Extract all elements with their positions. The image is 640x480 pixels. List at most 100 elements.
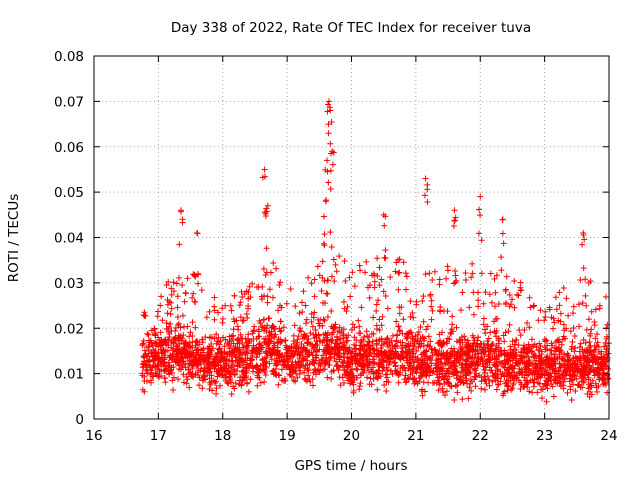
data-point: [343, 345, 350, 352]
data-point: [264, 322, 271, 329]
data-point: [298, 328, 305, 335]
data-point: [311, 276, 318, 283]
data-point: [568, 396, 575, 403]
data-point: [580, 352, 587, 359]
data-point: [475, 289, 482, 296]
data-point: [544, 378, 551, 385]
data-point: [177, 357, 184, 364]
data-point: [574, 369, 581, 376]
data-point: [243, 367, 250, 374]
data-point: [197, 358, 204, 365]
data-point: [419, 297, 426, 304]
data-point: [376, 282, 383, 289]
data-point: [239, 376, 246, 383]
data-point: [531, 376, 538, 383]
data-point: [238, 381, 245, 388]
data-point: [443, 360, 450, 367]
data-point: [270, 260, 277, 267]
data-point: [467, 369, 474, 376]
data-point: [321, 278, 328, 285]
data-point: [178, 208, 185, 215]
data-point: [587, 278, 594, 285]
data-point: [327, 185, 334, 192]
data-point: [496, 358, 503, 365]
data-point: [194, 230, 201, 237]
data-point: [585, 385, 592, 392]
data-point: [319, 339, 326, 346]
data-point: [570, 355, 577, 362]
data-point: [213, 331, 220, 338]
data-point: [501, 338, 508, 345]
data-point: [524, 372, 531, 379]
data-point: [479, 360, 486, 367]
data-point: [324, 313, 331, 320]
data-point: [594, 331, 601, 338]
data-point: [466, 304, 473, 311]
data-point: [256, 367, 263, 374]
data-point: [526, 360, 533, 367]
data-point: [305, 372, 312, 379]
data-point: [586, 368, 593, 375]
data-point: [478, 237, 485, 244]
data-point: [158, 372, 165, 379]
data-point: [569, 376, 576, 383]
data-point: [565, 312, 572, 319]
data-point: [296, 363, 303, 370]
data-point: [237, 314, 244, 321]
data-point: [484, 373, 491, 380]
data-point: [157, 361, 164, 368]
data-point: [324, 157, 331, 164]
data-point: [422, 175, 429, 182]
data-point: [328, 307, 335, 314]
data-point: [159, 317, 166, 324]
data-point: [163, 366, 170, 373]
data-point: [423, 373, 430, 380]
data-point: [192, 324, 199, 331]
data-point: [439, 385, 446, 392]
data-point: [328, 375, 335, 382]
data-point: [444, 368, 451, 375]
data-point: [328, 244, 335, 251]
data-point: [393, 318, 400, 325]
data-point: [491, 275, 498, 282]
data-point: [509, 338, 516, 345]
data-point: [207, 334, 214, 341]
data-point: [518, 353, 525, 360]
data-point: [436, 348, 443, 355]
data-point: [559, 355, 566, 362]
data-point: [577, 340, 584, 347]
data-point: [402, 379, 409, 386]
data-point: [162, 354, 169, 361]
data-point: [146, 339, 153, 346]
data-point: [255, 284, 262, 291]
data-point: [586, 344, 593, 351]
data-point: [443, 338, 450, 345]
data-point: [526, 360, 533, 367]
data-point: [536, 347, 543, 354]
data-point: [313, 334, 320, 341]
data-point: [402, 344, 409, 351]
data-point: [312, 331, 319, 338]
data-point: [248, 357, 255, 364]
data-point: [165, 359, 172, 366]
data-point: [462, 269, 469, 276]
data-point: [298, 357, 305, 364]
data-point: [414, 337, 421, 344]
data-point: [396, 310, 403, 317]
data-point: [236, 361, 243, 368]
data-point: [370, 376, 377, 383]
data-point: [314, 263, 321, 270]
chart-title: Day 338 of 2022, Rate Of TEC Index for r…: [171, 20, 531, 36]
data-point: [376, 361, 383, 368]
data-point: [527, 377, 534, 384]
data-point: [511, 341, 518, 348]
data-point: [329, 161, 336, 168]
data-point: [277, 279, 284, 286]
data-point: [291, 322, 298, 329]
data-point: [555, 367, 562, 374]
data-point: [158, 366, 165, 373]
data-point: [450, 371, 457, 378]
data-point: [303, 316, 310, 323]
data-point: [327, 107, 334, 114]
data-point: [272, 365, 279, 372]
